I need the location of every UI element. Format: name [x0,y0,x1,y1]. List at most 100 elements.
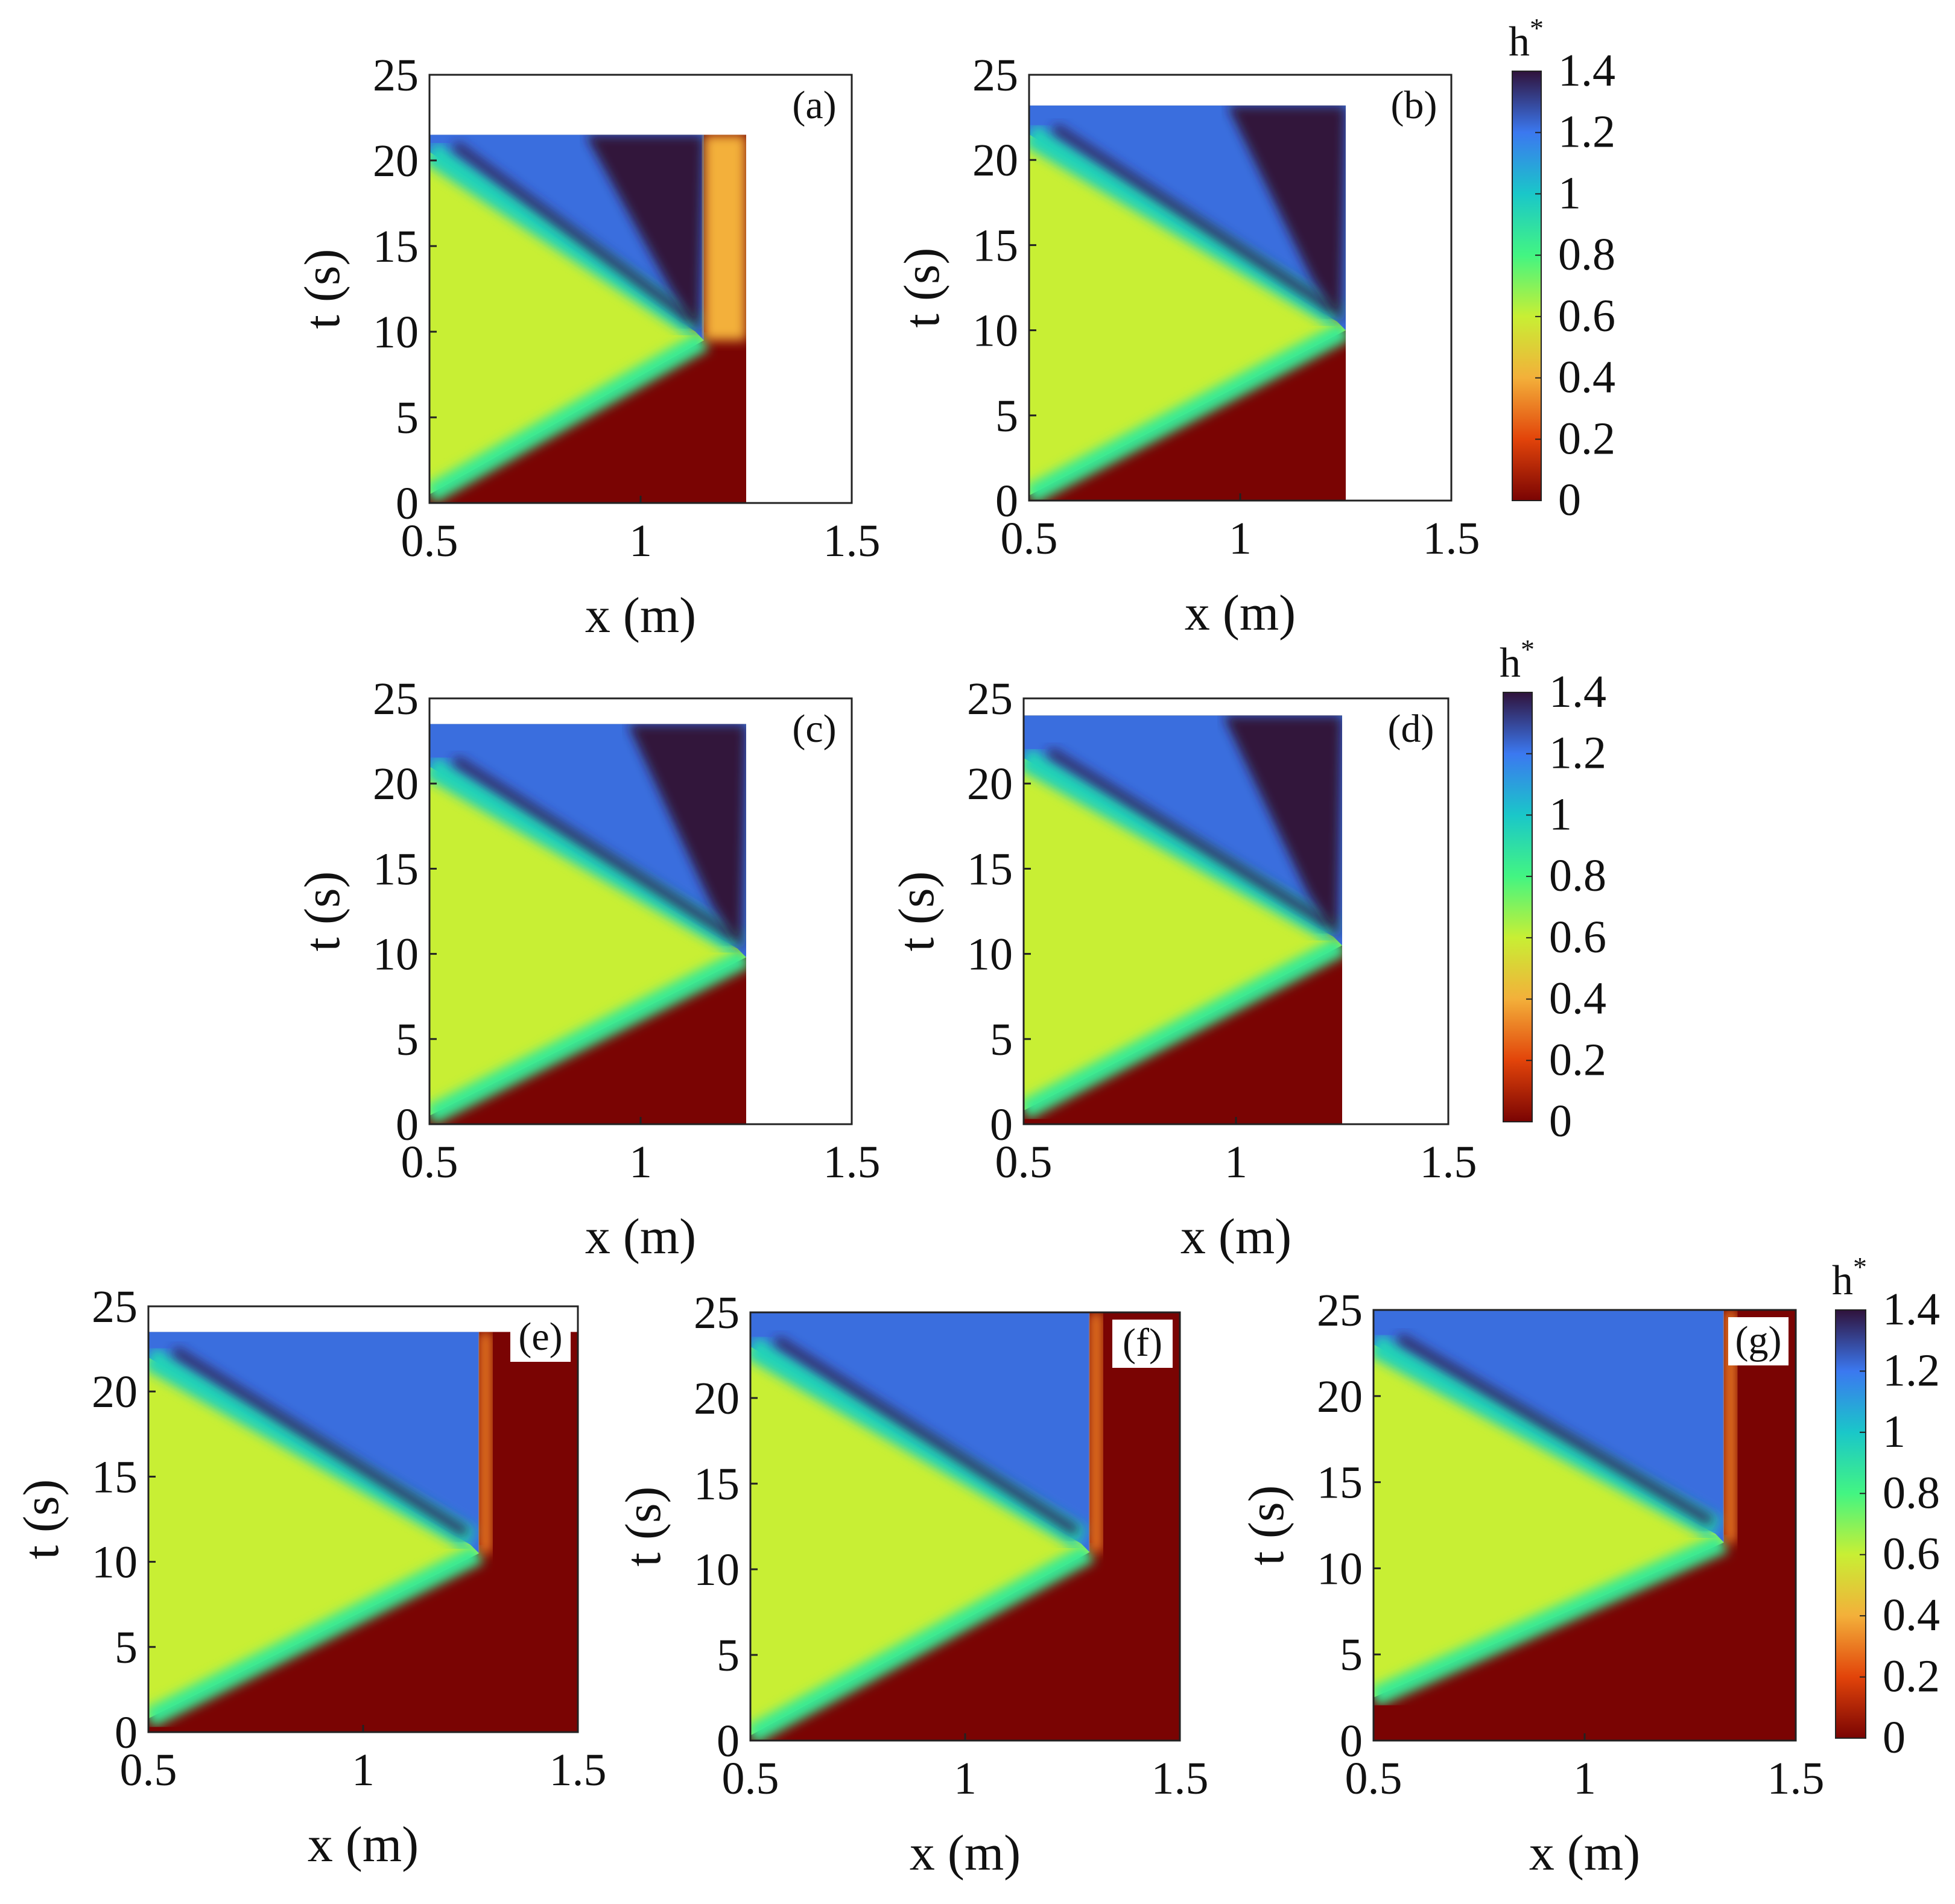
colorbar-tick-label: 0.8 [1558,229,1615,280]
heatmap-field [1029,105,1346,501]
y-tick-label: 5 [115,1622,138,1673]
heatmap-field [1374,1310,1796,1741]
x-tick-label: 1.5 [1152,1753,1209,1804]
x-tick-label: 1 [1573,1753,1596,1804]
panel-label-box [510,1314,571,1362]
colorbar-tick-label: 0.2 [1883,1651,1940,1702]
panel-label-box [1112,1320,1173,1368]
y-tick-label: 0 [115,1707,138,1758]
x-tick-label: 1.5 [1423,513,1480,564]
y-tick-label: 20 [967,759,1013,809]
y-tick-label: 25 [694,1288,740,1338]
reflected-front [429,756,744,954]
heatmap-field [429,724,746,1124]
front-band [429,331,709,503]
y-tick-label: 25 [92,1282,138,1332]
y-tick-label: 25 [373,674,419,724]
colorbar-gradient [1503,692,1533,1122]
y-tick-label: 20 [373,136,419,186]
panel-label-box [1728,1317,1789,1365]
y-tick-label: 20 [1317,1371,1363,1422]
x-tick-label: 1.5 [1767,1753,1825,1804]
edge-transition [1089,1312,1103,1552]
x-axis-label: x (m) [1185,585,1296,641]
colorbar-tick-label: 1.4 [1549,666,1606,717]
reflected-core [1396,1333,1714,1526]
reflected-core [1051,123,1336,314]
x-axis-label: x (m) [585,587,696,644]
colorbar-tick-label: 1.2 [1549,728,1606,779]
front-band [1029,321,1346,501]
x-tick-label: 0.5 [401,1137,458,1188]
reflected-core [452,755,737,941]
y-tick-label: 10 [694,1545,740,1595]
x-tick-label: 0.5 [401,516,458,566]
reflected-front [429,142,702,337]
panel-e: 0.5 1 1.5 0 5 10 15 20 25 x (m) t (s) (e) [13,1282,607,1873]
front-band [1374,1533,1728,1707]
y-tick-label: 25 [1317,1285,1363,1336]
y-tick-label: 5 [717,1630,740,1681]
colorbar-tick-label: 1 [1549,789,1572,840]
y-tick-label: 0 [990,1099,1013,1150]
y-tick-label: 20 [92,1367,138,1417]
colorbar-tick-label: 0.4 [1558,352,1615,403]
panel-label-box [784,706,844,754]
colorbar: 1.4 1.2 1 0.8 0.6 0.4 0.2 0 h* [1832,1251,1940,1763]
panel-a: 0.5 1 1.5 0 5 10 15 20 25 x (m) t (s) (a) [294,50,881,644]
reflected-front [750,1336,1088,1549]
colorbar-tick-label: 0.6 [1883,1529,1940,1580]
colorbar-label: h* [1832,1251,1867,1304]
x-tick-label: 1.5 [1420,1137,1477,1188]
colorbar-tick-label: 0.2 [1549,1034,1606,1085]
colorbar-tick-label: 1.2 [1558,107,1615,157]
y-axis-label: t (s) [894,248,950,328]
y-tick-label: 15 [967,844,1013,894]
x-tick-label: 1 [629,1137,652,1188]
reflected-core [171,1346,469,1537]
y-axis-label: t (s) [1238,1485,1294,1566]
x-axis-label: x (m) [1180,1209,1291,1265]
y-tick-label: 25 [967,674,1013,724]
colorbar-tick-label: 1.2 [1883,1345,1940,1396]
panel-label: (a) [792,83,836,127]
edge-transition [1724,1310,1737,1543]
wall-strip [704,134,746,341]
y-tick-label: 15 [972,220,1018,271]
y-tick-label: 5 [1340,1630,1363,1680]
heatmap-field [148,1332,578,1732]
reflected-front [1374,1333,1722,1540]
x-axis-label: x (m) [585,1209,696,1265]
colorbar-gradient [1835,1309,1866,1739]
y-tick-label: 15 [1317,1458,1363,1508]
colorbar-tick-label: 0 [1883,1712,1906,1763]
deep-pocket [1228,105,1346,326]
reflected-core [1047,747,1332,929]
x-tick-label: 1 [954,1753,977,1804]
x-tick-label: 1.5 [550,1745,607,1795]
x-tick-label: 1.5 [823,1137,881,1188]
y-tick-label: 0 [396,1099,419,1150]
heatmap-field [1024,715,1342,1124]
y-tick-label: 20 [972,135,1018,186]
y-axis-label: t (s) [615,1487,671,1567]
panel-label: (b) [1391,83,1437,127]
y-tick-label: 20 [373,759,419,809]
heatmap-field [750,1312,1180,1741]
panel-label-box [1384,82,1444,130]
y-tick-label: 15 [373,221,419,272]
y-tick-label: 0 [1340,1716,1363,1766]
y-tick-label: 10 [373,929,419,980]
y-tick-label: 20 [694,1373,740,1424]
y-tick-label: 15 [694,1459,740,1510]
colorbar: 1.4 1.2 1 0.8 0.6 0.4 0.2 0 h* [1509,13,1615,525]
colorbar-tick-label: 0 [1549,1096,1572,1147]
x-tick-label: 0.5 [722,1753,779,1804]
colorbar-tick-label: 1.4 [1558,45,1615,96]
y-tick-label: 10 [92,1537,138,1588]
x-tick-label: 0.5 [120,1745,177,1795]
front-band [750,1543,1095,1741]
edge-transition [479,1332,492,1554]
deep-pocket [628,724,746,952]
colorbar-tick-label: 0.4 [1883,1590,1940,1640]
